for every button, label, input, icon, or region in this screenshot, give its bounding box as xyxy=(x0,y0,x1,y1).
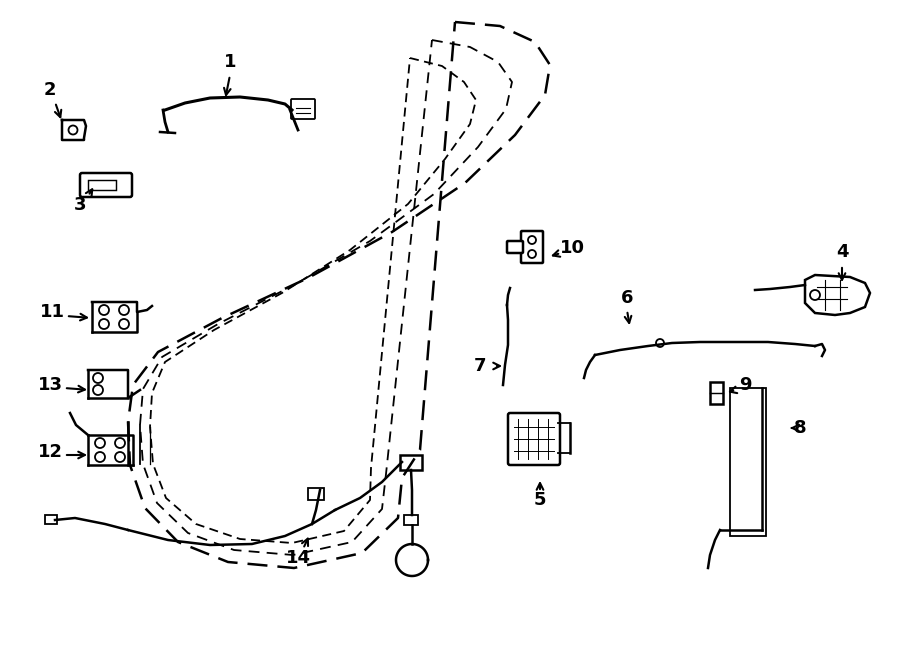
Text: 1: 1 xyxy=(224,53,236,71)
FancyBboxPatch shape xyxy=(88,180,116,190)
Text: 8: 8 xyxy=(794,419,806,437)
Text: 14: 14 xyxy=(285,549,310,567)
Text: 13: 13 xyxy=(38,376,62,394)
FancyBboxPatch shape xyxy=(80,173,132,197)
FancyBboxPatch shape xyxy=(508,413,560,465)
Text: 7: 7 xyxy=(473,357,486,375)
Text: 5: 5 xyxy=(534,491,546,509)
FancyBboxPatch shape xyxy=(507,241,523,253)
FancyBboxPatch shape xyxy=(291,99,315,119)
Text: 6: 6 xyxy=(621,289,634,307)
FancyBboxPatch shape xyxy=(521,231,543,263)
Text: 4: 4 xyxy=(836,243,848,261)
Bar xyxy=(730,388,766,536)
FancyBboxPatch shape xyxy=(45,515,57,524)
FancyBboxPatch shape xyxy=(308,488,324,500)
Text: 10: 10 xyxy=(560,239,584,257)
Text: 9: 9 xyxy=(739,376,752,394)
FancyBboxPatch shape xyxy=(400,455,422,470)
Text: 3: 3 xyxy=(74,196,86,214)
FancyBboxPatch shape xyxy=(710,382,723,404)
Polygon shape xyxy=(805,275,870,315)
FancyBboxPatch shape xyxy=(404,515,418,525)
Text: 2: 2 xyxy=(44,81,56,99)
Text: 12: 12 xyxy=(38,443,62,461)
Text: 11: 11 xyxy=(40,303,65,321)
